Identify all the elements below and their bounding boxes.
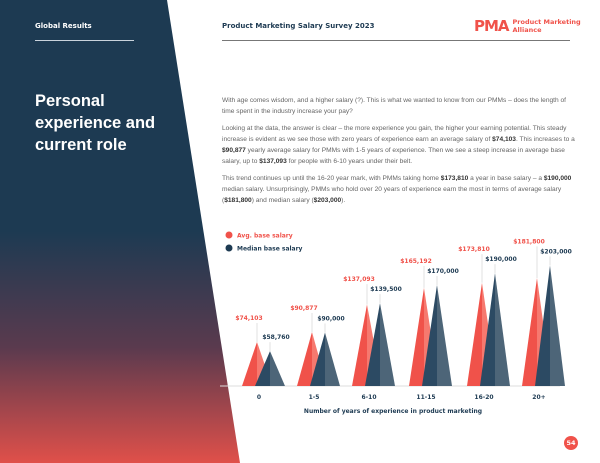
data-label: $173,810 [458, 246, 490, 253]
x-tick-label: 1-5 [309, 394, 320, 401]
report-title: Product Marketing Salary Survey 2023 [222, 22, 375, 30]
bar-median [380, 303, 395, 386]
logo-text: Alliance [512, 26, 542, 34]
data-label: $170,000 [427, 268, 459, 275]
bar-avg [297, 331, 312, 386]
data-label: $190,000 [485, 256, 517, 263]
data-label: $137,093 [343, 276, 375, 283]
x-tick-label: 0 [257, 394, 261, 401]
x-tick-label: 20+ [532, 394, 545, 401]
bar-avg [242, 341, 257, 386]
bar-avg [467, 282, 482, 386]
section-label: Global Results [35, 22, 92, 30]
logo-mark: PMA [474, 17, 510, 35]
bar-median [422, 284, 437, 386]
data-label: $90,000 [317, 316, 344, 323]
paragraph: Looking at the data, the answer is clear… [222, 124, 575, 166]
data-label: $139,500 [370, 286, 402, 293]
legend-marker [225, 244, 233, 252]
bar-median [365, 303, 380, 386]
page-title: Personal experience and current role [35, 92, 156, 154]
bar-median [535, 265, 550, 386]
x-tick-label: 6-10 [361, 394, 376, 401]
divider [35, 40, 134, 41]
divider [222, 40, 570, 41]
legend-label: Median base salary [237, 246, 303, 253]
data-label: $165,192 [400, 258, 432, 265]
bar-avg [522, 277, 537, 386]
bar-median [310, 332, 325, 386]
bar-median [437, 284, 452, 386]
x-tick-label: 16-20 [474, 394, 493, 401]
salary-chart: Avg. base salary Median base salary $74,10… [220, 231, 572, 415]
bar-median [270, 351, 285, 386]
data-label: $90,877 [290, 305, 317, 312]
logo-text: Product Marketing [512, 18, 581, 26]
data-label: $181,800 [513, 238, 545, 245]
bar-median [495, 273, 510, 386]
body-text: With age comes wisdom, and a higher sala… [222, 95, 577, 212]
bar-median [550, 265, 565, 386]
data-label: $203,000 [540, 248, 572, 255]
paragraph: This trend continues up until the 16-20 … [222, 174, 572, 205]
legend-marker [225, 231, 233, 239]
bar-avg [352, 304, 367, 386]
x-tick-label: 11-15 [416, 394, 435, 401]
pma-logo: PMA Product Marketing Alliance [474, 17, 581, 35]
paragraph: With age comes wisdom, and a higher sala… [222, 97, 567, 116]
bar-median [325, 332, 340, 386]
data-label: $74,103 [235, 315, 262, 322]
page-number: 54 [564, 436, 578, 450]
bar-avg [409, 287, 424, 386]
x-axis-label: Number of years of experience in product… [304, 408, 482, 415]
data-label: $58,760 [262, 334, 289, 341]
legend-label: Avg. base salary [237, 233, 293, 240]
